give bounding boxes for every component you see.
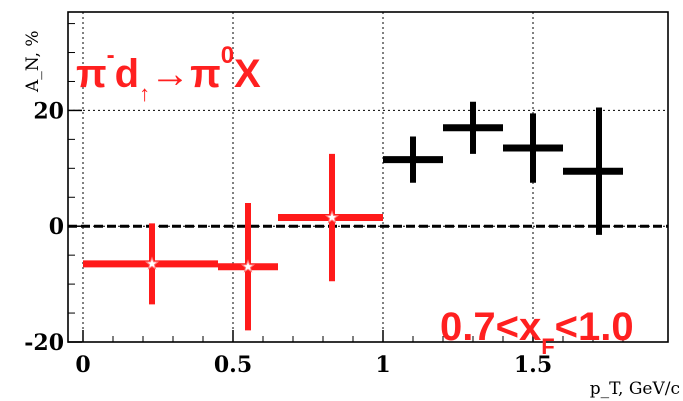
x-tick-label: 0: [75, 352, 90, 378]
xf-range-annotation: 0.7<xF<1.0: [440, 305, 634, 359]
reaction-pi-minus: π: [76, 52, 107, 96]
reaction-arrow: →: [150, 52, 191, 96]
reaction-annotation: π-d↑→π0X: [76, 42, 261, 106]
data-points: [83, 101, 623, 331]
y-tick-label: -20: [24, 330, 64, 356]
tick-labels: 0 0.5 1 1.5 -20 0 20: [24, 98, 552, 378]
data-point-marker: [324, 210, 340, 224]
reaction-x: X: [234, 52, 261, 96]
plot-frame: [67, 11, 669, 343]
x-axis-label: p_T, GeV/c: [590, 379, 680, 399]
reaction-deuteron: d: [114, 52, 140, 96]
axis-ticks: [68, 23, 624, 343]
x-tick-label: 1: [375, 352, 390, 378]
xf-range-sub: F: [541, 334, 555, 359]
xf-range-pre: 0.7<x: [440, 305, 542, 349]
y-tick-label: 20: [33, 98, 64, 124]
data-point-marker: [240, 259, 256, 273]
x-tick-label: 0.5: [214, 352, 252, 378]
y-tick-label: 0: [49, 214, 64, 240]
y-axis-label: A_N, %: [23, 30, 43, 93]
reaction-polarized-sub: ↑: [139, 81, 151, 106]
x-tick-label: 1.5: [514, 352, 552, 378]
xf-range-post: <1.0: [554, 305, 634, 349]
data-point-marker: [144, 256, 160, 270]
reaction-minus-sup: -: [106, 42, 115, 69]
reaction-zero-sup: 0: [220, 42, 235, 69]
reaction-pi-zero: π: [190, 52, 221, 96]
